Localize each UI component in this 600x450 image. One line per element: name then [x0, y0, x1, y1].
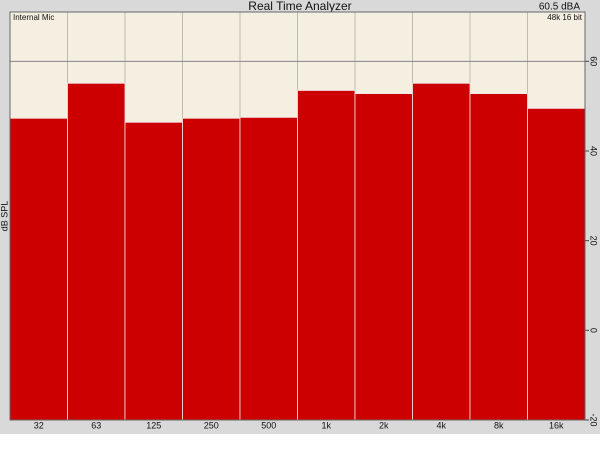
- bar: [182, 117, 241, 421]
- bar: [239, 116, 298, 421]
- y-tick-label: 20: [589, 236, 599, 246]
- x-tick-label: 250: [204, 420, 219, 430]
- x-tick-label: 2k: [379, 420, 389, 430]
- bar: [297, 90, 356, 421]
- x-tick-label: 500: [261, 420, 276, 430]
- x-tick-label: 4k: [436, 420, 446, 430]
- y-axis-label: dB SPL: [0, 201, 9, 232]
- bar: [527, 107, 586, 421]
- x-tick-label: 8k: [494, 420, 504, 430]
- chart-title: Real Time Analyzer: [248, 0, 351, 13]
- y-tick-label: 40: [589, 146, 599, 156]
- bar: [124, 121, 183, 421]
- bar: [354, 93, 413, 421]
- y-tick-label: 60: [589, 56, 599, 66]
- bar: [9, 117, 68, 421]
- x-tick-label: 63: [91, 420, 101, 430]
- bar: [469, 93, 528, 421]
- x-tick-label: 16k: [549, 420, 564, 430]
- bar: [67, 82, 126, 421]
- x-tick-label: 125: [146, 420, 161, 430]
- x-tick-label: 1k: [321, 420, 331, 430]
- y-tick-label: 0: [589, 328, 599, 333]
- format-label: 48k 16 bit: [547, 13, 582, 22]
- input-label: Internal Mic: [13, 13, 54, 22]
- plot-border: [9, 11, 586, 421]
- x-tick-label: 32: [34, 420, 44, 430]
- level: 60.5 dBA: [539, 2, 580, 13]
- y-tick-label: -20: [589, 413, 599, 426]
- bar: [412, 82, 471, 421]
